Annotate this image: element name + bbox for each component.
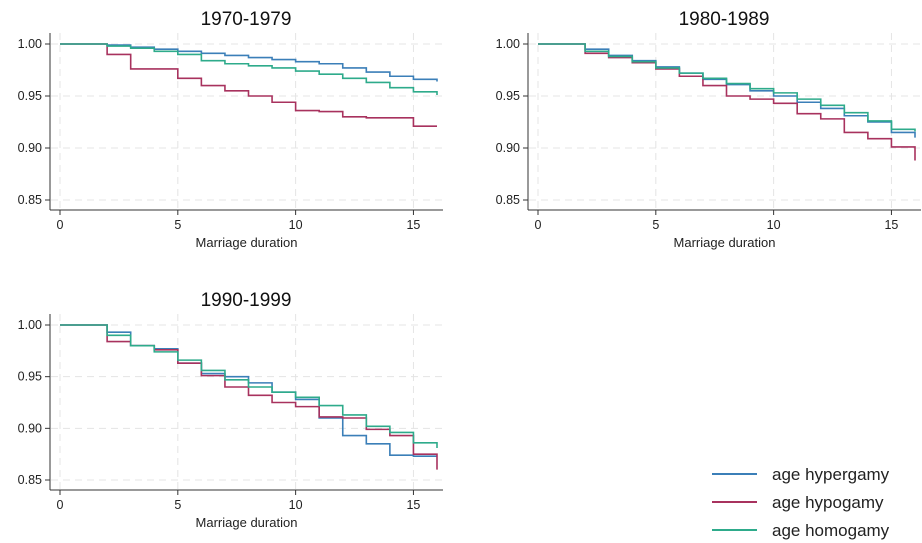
series-line-age-hypergamy [60,43,438,82]
x-tick-label: 0 [535,218,542,232]
y-tick-label: 0.85 [18,473,42,487]
legend: age hypergamy age hypogamy age homogamy [712,465,890,540]
series-line-age-hypogamy [538,43,916,161]
series-line-age-homogamy [538,43,916,132]
chart-panel-1970-1979: 1970-1979 0.85 0.90 0.95 1.00 0 5 10 15 Marriage … [18,9,443,250]
x-tick-label: 5 [174,498,181,512]
x-axis-label: Marriage duration [196,515,298,530]
legend-label: age homogamy [772,521,890,540]
x-tick-label: 5 [174,218,181,232]
chart-panel-1980-1989: 1980-1989 0.85 0.90 0.95 1.00 0 5 10 15 Marriage … [496,9,921,250]
x-tick-label: 10 [289,218,303,232]
y-tick-label: 0.90 [18,421,42,435]
x-tick-label: 15 [884,218,898,232]
chart-title: 1970-1979 [201,9,292,30]
y-tick-label: 0.95 [18,370,42,384]
x-axis-label: Marriage duration [196,235,298,250]
legend-label: age hypogamy [772,493,884,512]
series-line-age-homogamy [60,324,438,448]
series-line-age-hypogamy [60,43,437,127]
x-tick-label: 0 [57,218,64,232]
legend-label: age hypergamy [772,465,890,484]
y-tick-label: 0.95 [496,89,520,103]
y-tick-label: 1.00 [18,37,42,51]
chart-title: 1980-1989 [679,9,770,30]
y-tick-label: 1.00 [496,37,520,51]
y-tick-label: 0.90 [18,141,42,155]
series-line-age-homogamy [60,43,438,95]
x-tick-label: 5 [652,218,659,232]
x-tick-label: 10 [289,498,303,512]
x-tick-label: 15 [406,498,420,512]
y-tick-label: 0.90 [496,141,520,155]
x-axis-label: Marriage duration [674,235,776,250]
y-tick-label: 0.95 [18,89,42,103]
chart-panel-1990-1999: 1990-1999 0.85 0.90 0.95 1.00 0 5 10 15 Marriage … [18,290,443,530]
y-tick-label: 0.85 [496,193,520,207]
y-tick-label: 0.85 [18,193,42,207]
series-line-age-hypogamy [60,324,438,470]
x-tick-label: 10 [767,218,781,232]
chart-title: 1990-1999 [201,290,292,311]
x-tick-label: 15 [406,218,420,232]
y-tick-label: 1.00 [18,318,42,332]
x-tick-label: 0 [57,498,64,512]
